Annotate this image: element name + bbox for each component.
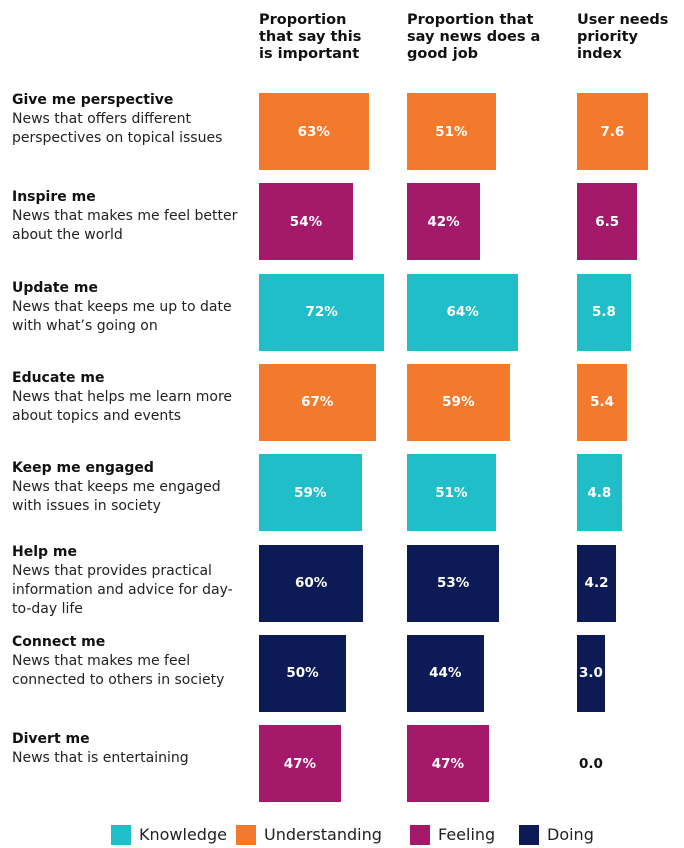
bar <box>407 183 481 261</box>
value-label: 3.0 <box>579 665 603 682</box>
bar <box>577 273 631 351</box>
value-label: 47% <box>283 755 317 772</box>
bar <box>259 363 376 441</box>
bar <box>577 363 628 441</box>
bar <box>259 725 341 803</box>
row-description: News that makes me feel better about the… <box>12 208 238 244</box>
row-description: News that keeps me up to date with what’… <box>12 298 232 334</box>
bar <box>407 725 489 803</box>
value-label: 47% <box>431 755 465 772</box>
value-label: 4.2 <box>584 575 609 591</box>
row-description: News that makes me feel connected to oth… <box>12 652 225 688</box>
bar <box>259 634 346 712</box>
bar <box>577 454 622 532</box>
row-title: Help me <box>12 543 77 560</box>
column-header: Proportion that say this is important <box>259 12 362 62</box>
row-title: Update me <box>12 279 99 296</box>
value-label: 67% <box>301 394 334 411</box>
row-description: News that keeps me engaged with issues i… <box>12 479 221 515</box>
bar <box>577 634 605 712</box>
row-description: News that helps me learn more about topi… <box>12 388 233 424</box>
row-title: Keep me engaged <box>12 460 154 477</box>
value-label: 53% <box>436 575 470 591</box>
bar <box>407 634 484 712</box>
value-label: 64% <box>446 304 479 321</box>
value-label: 72% <box>305 304 338 321</box>
legend-swatch <box>236 825 256 845</box>
bar <box>407 454 496 532</box>
row-description: News that offers different perspectives … <box>12 111 223 146</box>
value-label: 44% <box>429 665 462 682</box>
value-label: 54% <box>289 213 323 230</box>
bar <box>577 93 648 170</box>
legend-swatch <box>519 825 539 845</box>
bar <box>407 544 500 622</box>
bar <box>259 273 385 351</box>
row-title: Inspire me <box>12 189 96 206</box>
value-label: 0.0 <box>579 755 603 772</box>
bar <box>407 93 496 170</box>
row-title: Give me perspective <box>12 92 174 108</box>
value-label: 51% <box>435 123 468 140</box>
bar <box>407 273 519 351</box>
bar <box>259 454 362 532</box>
value-label: 60% <box>295 575 328 591</box>
row-description: News that provides practical information… <box>12 562 233 617</box>
value-label: 5.8 <box>592 304 616 321</box>
value-label: 63% <box>297 123 330 140</box>
value-label: 5.4 <box>590 394 615 411</box>
legend-label: Feeling <box>438 825 496 844</box>
value-label: 59% <box>442 394 475 411</box>
legend-label: Doing <box>547 825 594 844</box>
value-label: 7.6 <box>600 123 625 140</box>
value-label: 59% <box>294 484 327 501</box>
column-header: User needs priority index <box>577 12 669 62</box>
bar <box>259 544 364 622</box>
bar <box>577 544 617 622</box>
value-label: 4.8 <box>587 484 612 501</box>
row-title: Connect me <box>12 633 106 650</box>
row-description: News that is entertaining <box>12 750 189 767</box>
bar <box>407 363 510 441</box>
row-title: Educate me <box>12 369 105 386</box>
bar <box>259 93 369 170</box>
legend-swatch <box>111 825 131 845</box>
value-label: 6.5 <box>595 213 620 230</box>
value-label: 42% <box>427 213 460 230</box>
value-label: 51% <box>435 484 468 501</box>
bar <box>259 183 353 261</box>
legend-label: Knowledge <box>139 825 227 844</box>
bar <box>577 183 638 261</box>
legend-label: Understanding <box>264 825 382 844</box>
row-title: Divert me <box>12 731 90 748</box>
value-label: 50% <box>286 665 319 682</box>
column-header: Proportion that say news does a good job <box>407 12 541 62</box>
legend-swatch <box>410 825 430 845</box>
